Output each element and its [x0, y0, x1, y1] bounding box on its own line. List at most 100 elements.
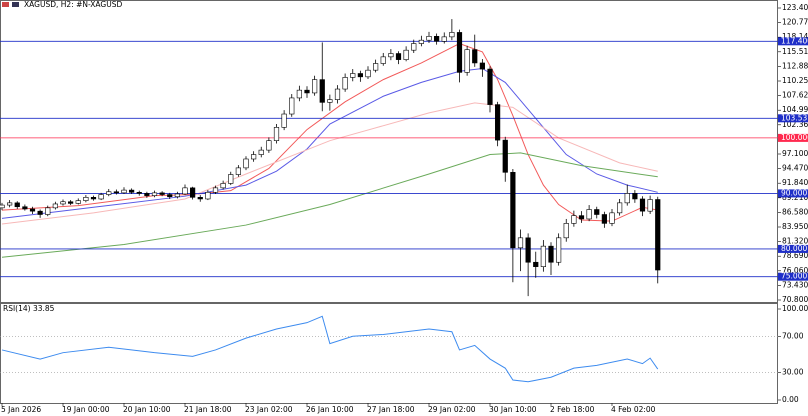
y-tick-label: 73.430 — [782, 280, 808, 289]
candle-body — [129, 189, 135, 193]
y-tick-label: 81.320 — [782, 237, 808, 246]
candle-body — [83, 197, 89, 201]
candle-body — [159, 192, 165, 195]
candle-body — [403, 49, 409, 60]
candle-body — [472, 49, 478, 64]
candle-body — [624, 193, 630, 204]
candle-body — [418, 39, 424, 44]
candle-body — [617, 202, 623, 214]
candle-body — [113, 191, 119, 194]
y-tick-label: 78.690 — [782, 251, 808, 260]
candle-body — [258, 149, 264, 155]
rsi-line — [1, 315, 659, 383]
candle-body — [212, 187, 219, 193]
candle-body — [7, 202, 13, 206]
candle-body — [449, 32, 455, 38]
candle-body — [243, 158, 249, 169]
candle-body — [342, 77, 348, 90]
candle-body — [495, 104, 501, 141]
y-tick-label: 70.800 — [782, 295, 808, 304]
candle-body — [380, 56, 386, 64]
candle-body — [167, 194, 173, 198]
x-tick-label: 23 Jan 02:00 — [245, 405, 293, 414]
y-tick-label: 112.880 — [782, 61, 808, 70]
candle-body — [22, 206, 28, 210]
candle-body — [395, 53, 402, 60]
candle-body — [556, 237, 562, 263]
level-label: 103.531 — [781, 113, 808, 122]
y-tick-label: 115.510 — [782, 47, 808, 56]
level-label-box — [778, 37, 808, 46]
y-tick-label: 123.400 — [782, 3, 808, 12]
candle-body — [548, 245, 554, 263]
candle-body — [601, 214, 607, 224]
candle-body — [571, 215, 577, 224]
candle-body — [533, 261, 539, 267]
candle-body — [647, 199, 653, 212]
candle-body — [52, 203, 58, 209]
candle-body — [273, 127, 280, 141]
candle-body — [174, 193, 180, 198]
rsi-title: RSI(14) 33.85 — [3, 304, 55, 313]
candle-body — [510, 172, 516, 249]
candle-body — [464, 49, 470, 73]
candle-body — [144, 193, 150, 196]
y-tick-label: 30.00 — [782, 368, 804, 377]
candle-body — [365, 69, 371, 78]
candle-body — [304, 89, 310, 94]
level-label-box — [778, 272, 808, 281]
candle-body — [350, 73, 356, 78]
candle-body — [609, 212, 615, 224]
x-tick-label: 20 Jan 10:00 — [123, 405, 171, 414]
chart-title: XAGUSD, H2: #N-XAGUSD — [24, 0, 122, 9]
candle-body — [373, 63, 379, 71]
candle-body — [327, 99, 333, 103]
candle-body — [251, 154, 257, 160]
candle-body — [540, 245, 546, 267]
candle-body — [441, 36, 447, 42]
candle-body — [517, 237, 524, 249]
candle-body — [14, 202, 20, 208]
candle-body — [639, 198, 646, 212]
candle-body — [266, 140, 272, 151]
y-tick-label: 86.580 — [782, 207, 808, 216]
candle-body — [525, 237, 531, 263]
candle-body — [456, 32, 463, 73]
candle-body — [60, 201, 66, 205]
level-label: 75.000 — [781, 272, 807, 281]
candle-body — [29, 208, 36, 212]
candle-body — [319, 79, 325, 103]
moving-average — [1, 102, 658, 225]
candle-body — [334, 88, 341, 100]
candle-body — [106, 191, 112, 195]
candle-body — [434, 36, 440, 42]
y-tick-label: 0.00 — [782, 395, 799, 404]
y-tick-label: 110.250 — [782, 76, 808, 85]
x-tick-label: 19 Jan 00:00 — [62, 405, 110, 414]
level-label: 100.000 — [781, 133, 808, 142]
y-tick-label: 120.770 — [782, 18, 808, 27]
candle-body — [594, 209, 600, 215]
candle-body — [0, 204, 5, 209]
candle-body — [479, 62, 485, 70]
level-label-box — [778, 133, 808, 142]
x-tick-label: 2 Feb 18:00 — [550, 405, 595, 414]
candle-body — [655, 199, 661, 271]
candle-body — [586, 209, 592, 220]
candle-body — [357, 73, 363, 78]
candle-body — [289, 97, 295, 115]
level-label-box — [778, 189, 808, 198]
y-tick-label: 102.360 — [782, 120, 808, 129]
y-tick-label: 76.060 — [782, 266, 808, 275]
candle-body — [45, 207, 51, 215]
candle-body — [235, 167, 241, 175]
y-tick-label: 94.470 — [782, 164, 808, 173]
x-tick-label: 27 Jan 18:00 — [367, 405, 415, 414]
candle-body — [411, 43, 417, 51]
x-tick-label: 26 Jan 10:00 — [306, 405, 354, 414]
y-tick-label: 70.00 — [782, 331, 804, 340]
symbol-icon — [12, 2, 19, 7]
candle-body — [197, 197, 203, 200]
level-label: 90.000 — [781, 188, 807, 197]
